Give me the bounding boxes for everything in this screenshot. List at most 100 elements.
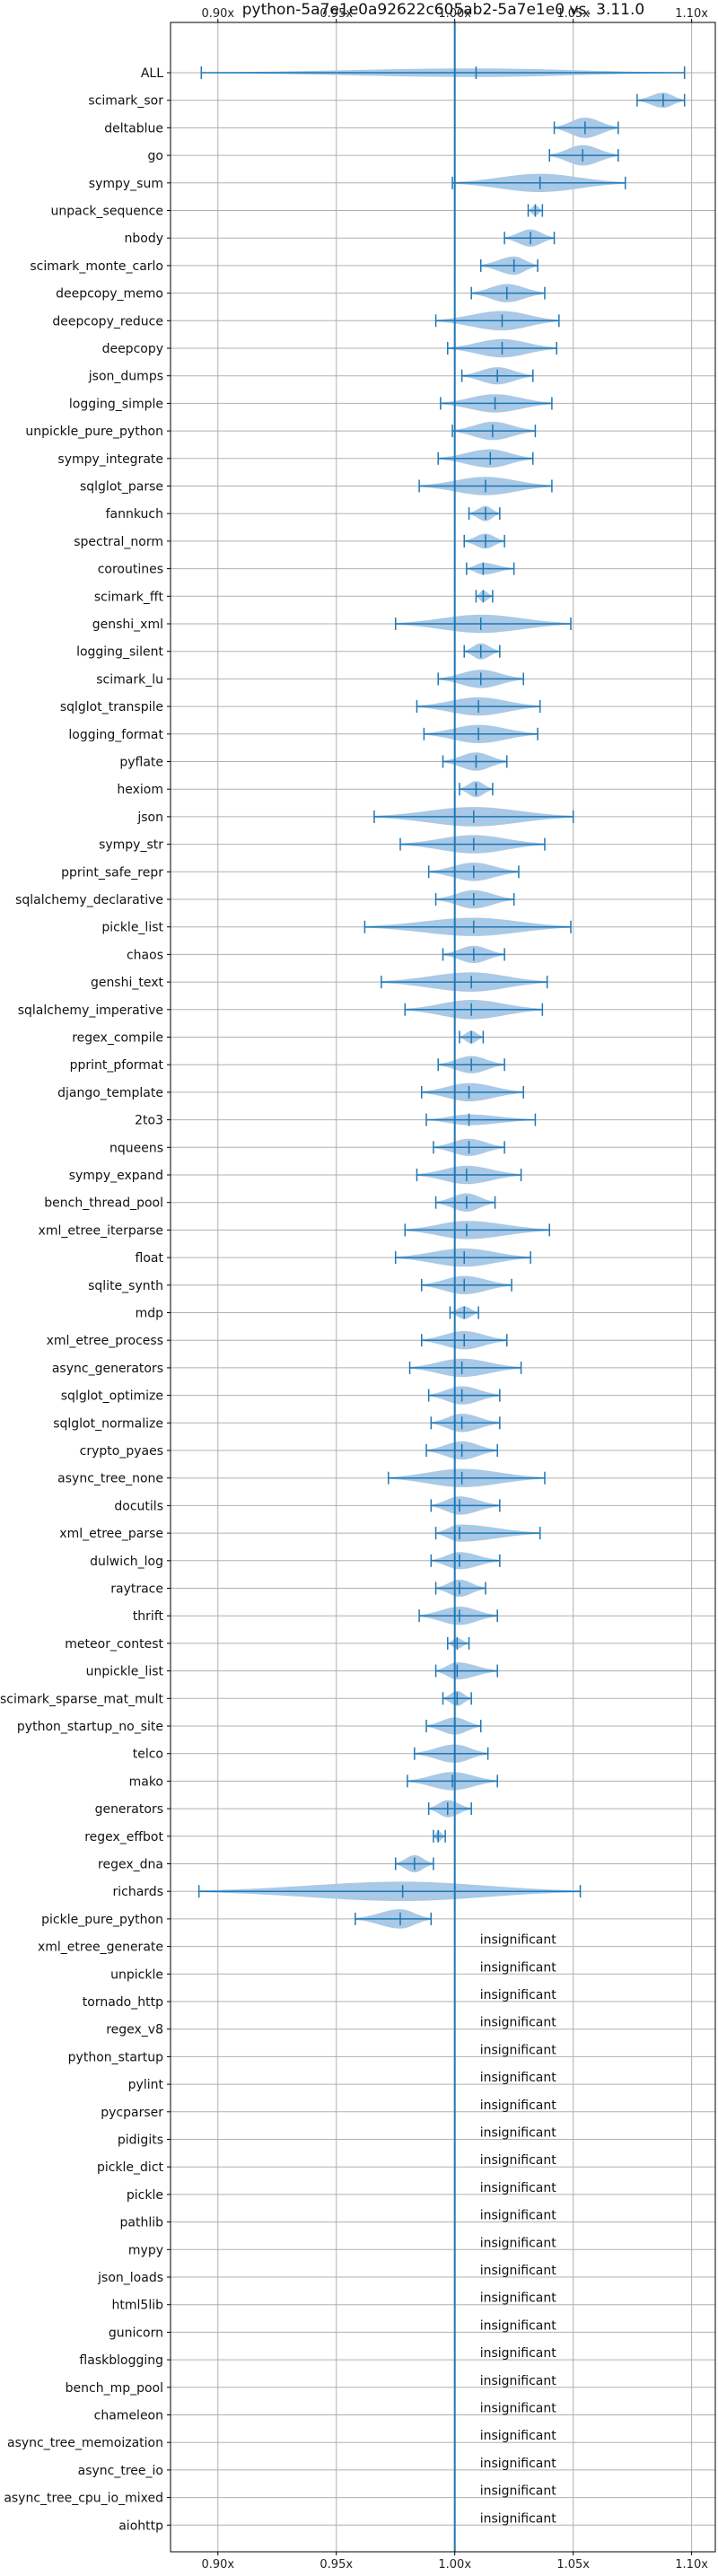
benchmark-label: python_startup_no_site [17,1720,163,1734]
benchmark-label: meteor_contest [65,1637,163,1652]
insignificant-label: insignificant [480,1960,557,1975]
benchmark-label: chameleon [94,2409,163,2423]
benchmark-label: float [136,1251,164,1266]
benchmark-label: xml_etree_generate [38,1941,163,1955]
benchmark-label: sqlglot_optimize [61,1389,163,1404]
benchmark-label: deepcopy_reduce [52,314,163,329]
x-tick-label-top: 1.00x [438,7,471,21]
benchmark-label: scimark_sparse_mat_mult [0,1692,163,1706]
benchmark-label: xml_etree_process [47,1334,163,1348]
benchmark-label: generators [95,1802,163,1817]
benchmark-label: coroutines [98,563,163,577]
tick-layer: 0.90x 0.90x 0.95x 0.95x 1.00x 1.00x 1.05x 1.05x… [167,7,708,2572]
benchmark-label: nbody [125,232,164,246]
insignificant-label: insignificant [480,2209,557,2223]
benchmark-label: scimark_sor [88,94,163,109]
benchmark-label: bench_mp_pool [66,2381,163,2396]
benchmark-label: sympy_sum [89,177,163,191]
benchmark-label: regex_v8 [106,2023,163,2037]
insignificant-label: insignificant [480,2264,557,2278]
insignificant-label: insignificant [480,2291,557,2306]
benchmark-label: sympy_str [99,838,163,853]
insignificant-label: insignificant [480,2181,557,2195]
benchmark-label: go [148,149,163,163]
benchmark-label: scimark_fft [94,590,164,604]
benchmark-label: gunicorn [109,2326,163,2340]
benchmark-label: regex_dna [98,1858,163,1872]
benchmark-label: sqlglot_transpile [60,700,163,714]
benchmark-label: async_generators [52,1362,163,1376]
benchmark-label: scimark_monte_carlo [30,259,163,274]
x-tick-label-top: 1.05x [556,7,590,21]
insignificant-label: insignificant [480,2071,557,2085]
insignificant-label: insignificant [480,2484,557,2499]
x-tick-label-bottom: 1.00x [438,2558,471,2572]
benchmark-label: pprint_pformat [70,1058,164,1073]
x-tick-label-bottom: 0.90x [201,2558,234,2572]
benchmark-label: pidigits [118,2134,163,2148]
benchmark-label: pickle_list [101,921,163,935]
benchmark-label: richards [113,1885,164,1899]
benchmark-label: python_startup [68,2050,163,2064]
insignificant-label: insignificant [480,1988,557,2002]
benchmark-label: spectral_norm [74,535,163,549]
benchmark-label: regex_compile [72,1031,163,1046]
insignificant-label: insignificant [480,2457,557,2471]
benchmark-label: json_dumps [88,370,163,384]
benchmark-label: mypy [128,2243,163,2257]
benchmark-label: pickle_pure_python [41,1913,163,1927]
benchmark-label: unpickle [110,1967,163,1982]
benchmark-label: hexiom [117,783,163,797]
benchmark-label: pylint [128,2078,164,2092]
insignificant-label: insignificant [480,2346,557,2361]
benchmark-label: sqlalchemy_imperative [18,1003,163,1018]
benchmark-label: deltablue [104,121,163,136]
benchmark-label: async_tree_io [78,2464,163,2478]
benchmark-label: pickle_dict [97,2160,164,2175]
benchmark-label: sqlglot_parse [80,480,163,495]
benchmark-label: sympy_integrate [57,452,163,467]
benchmark-label: unpickle_list [86,1665,164,1679]
benchmark-label: deepcopy [102,342,163,356]
violin-layer [197,66,686,1929]
benchmark-label: chaos [127,948,163,962]
benchmark-label: thrift [133,1609,164,1624]
plot-frame [170,22,716,2553]
x-tick-label-top: 1.10x [675,7,708,21]
benchmark-label: 2to3 [135,1114,163,1128]
x-tick-label-top: 0.95x [320,7,353,21]
benchmark-label: async_tree_memoization [7,2436,163,2450]
insignificant-label: insignificant [480,2318,557,2333]
insignificant-label: insignificant [480,2511,557,2526]
benchmark-label: sqlalchemy_declarative [15,893,163,907]
benchmark-label: pprint_safe_repr [61,865,163,880]
benchmark-label: unpickle_pure_python [25,425,163,439]
insignificant-label: insignificant [480,2429,557,2443]
benchmark-label: logging_simple [69,397,163,411]
benchmark-label: mdp [136,1307,164,1321]
insignificant-label: insignificant [480,2043,557,2057]
benchmark-label: sqlite_synth [88,1279,163,1293]
benchmark-label: async_tree_cpu_io_mixed [4,2492,163,2506]
benchmark-label: pycparser [101,2106,163,2120]
x-tick-label-bottom: 0.95x [320,2558,353,2572]
benchmark-label: unpack_sequence [51,205,163,219]
benchmark-label: html5lib [112,2299,164,2313]
benchmark-label: json [136,810,163,825]
benchmark-label: fannkuch [106,507,163,521]
label-layer: ALL scimark_sor deltablue go sympy_sumunpack… [0,66,556,2533]
benchmark-label: genshi_text [91,976,164,990]
benchmark-label: genshi_xml [92,618,163,632]
benchmark-label: flaskblogging [79,2353,163,2368]
insignificant-label: insignificant [480,2153,557,2168]
benchmark-label: json_loads [97,2271,163,2285]
benchmark-label: dulwich_log [90,1555,163,1569]
benchmark-label: bench_thread_pool [44,1196,163,1211]
benchmark-label: docutils [114,1499,163,1513]
chart-title: python-5a7e1e0a92622c605ab2-5a7e1e0 vs. … [242,1,644,19]
benchmark-label: raytrace [110,1582,163,1597]
insignificant-label: insignificant [480,2126,557,2141]
benchmark-label: pyflate [119,756,163,770]
benchmark-label: logging_silent [76,645,163,660]
